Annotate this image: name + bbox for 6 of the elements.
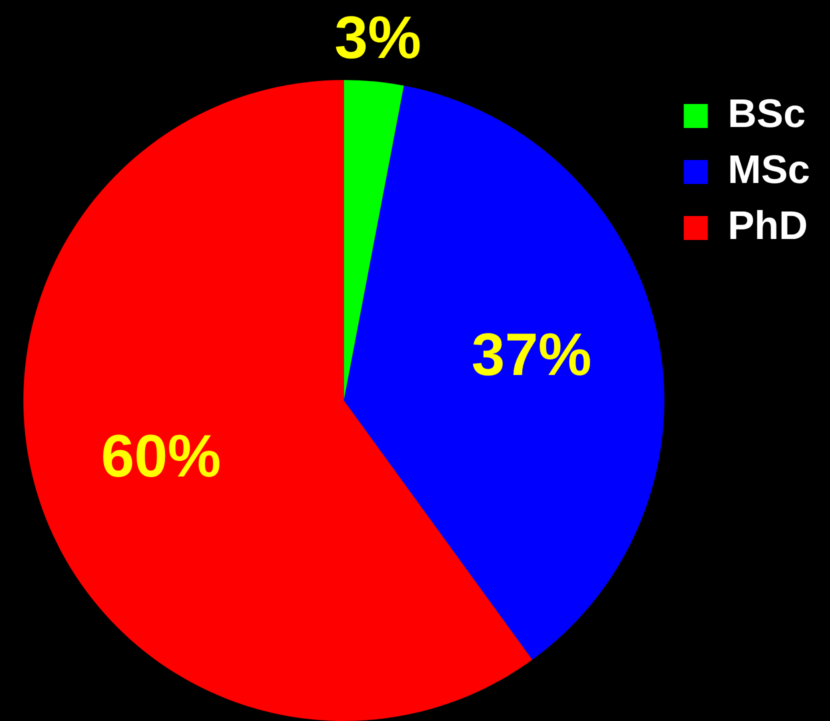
data-label: 60% <box>100 422 222 490</box>
legend-label: PhD <box>728 204 808 248</box>
data-label: 3% <box>334 4 422 72</box>
data-label: 37% <box>472 321 592 388</box>
legend-label: MSc <box>728 148 810 192</box>
legend-label: BSc <box>728 92 806 136</box>
